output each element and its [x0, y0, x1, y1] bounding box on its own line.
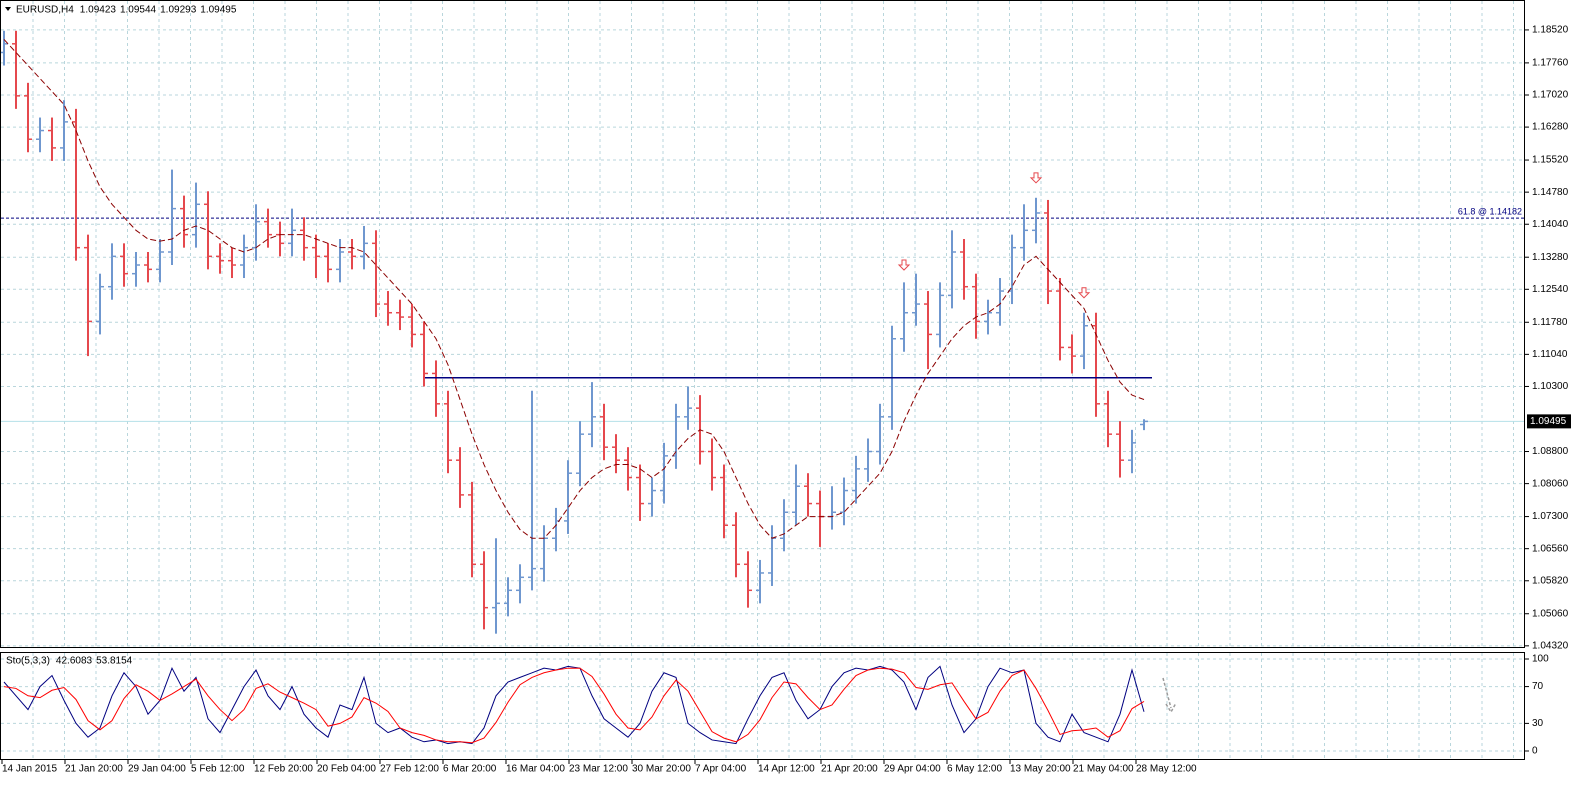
price-box	[1527, 414, 1571, 429]
y-tick-label: 1.16280	[1532, 122, 1569, 133]
x-tick-label: 7 Apr 04:00	[695, 764, 747, 775]
x-tick-label: 21 Jan 20:00	[65, 764, 123, 775]
main-frame	[0, 0, 1525, 648]
y-tick-label: 1.06560	[1532, 543, 1569, 554]
y-tick-label: 1.15520	[1532, 155, 1569, 166]
y-tick-label: 1.18520	[1532, 25, 1569, 36]
menu-triangle	[5, 7, 11, 11]
y-tick-label: 70	[1532, 681, 1544, 692]
y-tick-label: 1.08800	[1532, 446, 1569, 457]
header-value: 42.6083	[56, 656, 93, 667]
stochastic-main	[3, 665, 1145, 745]
moving-average	[3, 39, 1145, 539]
indicator-frame	[0, 652, 1525, 760]
y-tick-label: 1.14780	[1532, 187, 1569, 198]
x-tick-label: 29 Jan 04:00	[128, 764, 186, 775]
direction-arrow	[1162, 677, 1177, 714]
y-tick-label: 1.12540	[1532, 284, 1569, 295]
x-tick-label: 13 May 20:00	[1010, 764, 1071, 775]
y-tick-label: 30	[1532, 718, 1544, 729]
x-tick-label: 12 Feb 20:00	[254, 764, 313, 775]
x-tick-label: 6 May 12:00	[947, 764, 1002, 775]
y-tick-label: 1.07300	[1532, 511, 1569, 522]
panel-title: EURUSD,H4	[16, 5, 74, 16]
y-tick-label: 100	[1532, 654, 1549, 665]
x-tick-label: 5 Feb 12:00	[191, 764, 245, 775]
labels: 1.18520 1.17760 1.17020 1.16280 1.15520 1.147…	[1, 5, 1571, 775]
signal-arrow	[1029, 172, 1043, 184]
x-tick-label: 29 Apr 04:00	[884, 764, 941, 775]
y-tick-label: 1.05060	[1532, 608, 1569, 619]
x-tick-label: 30 Mar 20:00	[632, 764, 691, 775]
header-value: 1.09423	[80, 5, 117, 16]
header-value: 1.09293	[160, 5, 197, 16]
x-tick-label: 16 Mar 04:00	[506, 764, 565, 775]
x-tick-label: 21 Apr 20:00	[821, 764, 878, 775]
y-tick-label: 1.17020	[1532, 90, 1569, 101]
y-tick-label: 1.11780	[1532, 317, 1568, 328]
header-value: 1.09544	[120, 5, 157, 16]
y-tick-label: 0	[1532, 746, 1538, 757]
y-tick-label: 1.10300	[1532, 381, 1569, 392]
y-tick-label: 1.04320	[1532, 640, 1569, 651]
x-tick-label: 23 Mar 12:00	[569, 764, 628, 775]
x-tick-label: 14 Jan 2015	[2, 764, 57, 775]
y-tick-label: 1.08060	[1532, 478, 1569, 489]
x-tick-label: 28 May 12:00	[1136, 764, 1197, 775]
panel-title: Sto(5,3,3)	[6, 656, 50, 667]
x-tick-label: 20 Feb 04:00	[317, 764, 376, 775]
y-tick-label: 1.11040	[1532, 349, 1568, 360]
price-box-label: 1.09495	[1530, 416, 1567, 427]
y-tick-label: 1.05820	[1532, 575, 1569, 586]
plot	[0, 30, 1524, 745]
signal-arrow	[897, 259, 911, 271]
x-tick-label: 21 May 04:00	[1073, 764, 1134, 775]
y-tick-label: 1.14040	[1532, 219, 1569, 230]
header-value: 53.8154	[96, 656, 133, 667]
header-value: 1.09495	[200, 5, 237, 16]
x-tick-label: 27 Feb 12:00	[380, 764, 439, 775]
y-tick-label: 1.17760	[1532, 58, 1569, 69]
signal-arrow	[1077, 287, 1091, 299]
x-tick-label: 14 Apr 12:00	[758, 764, 815, 775]
stochastic-signal	[3, 667, 1145, 744]
y-tick-label: 1.13280	[1532, 252, 1569, 263]
x-tick-label: 6 Mar 20:00	[443, 764, 497, 775]
grid	[1, 1, 1524, 759]
fib-label: 61.8 @ 1.14182	[1458, 206, 1522, 216]
